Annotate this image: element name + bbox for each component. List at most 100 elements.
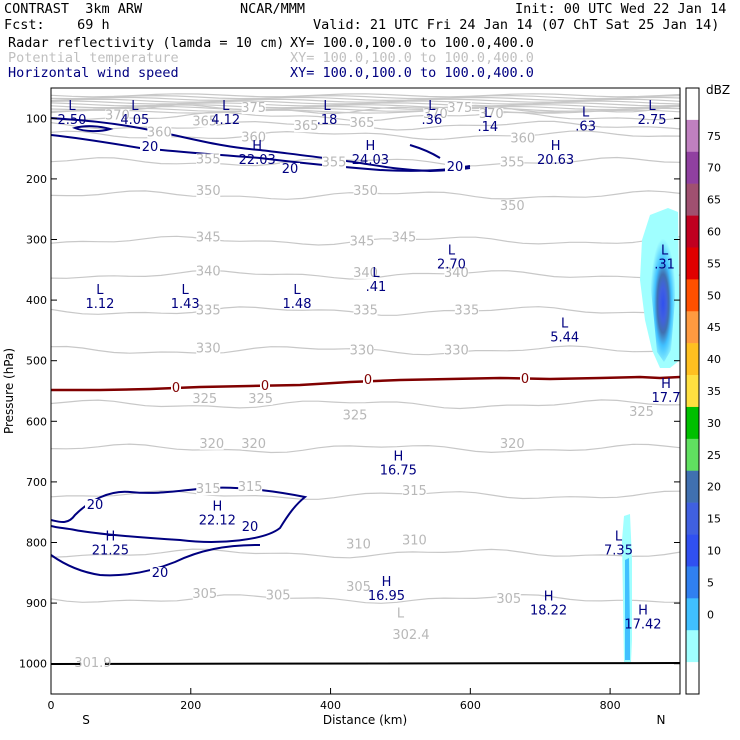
theta-label: 330 xyxy=(444,343,469,358)
x-tick-label: 600 xyxy=(460,699,481,712)
wind-extremum-value: 2.70 xyxy=(437,258,466,273)
colorbar-swatch xyxy=(686,566,699,599)
theta-contour-310 xyxy=(51,548,680,559)
theta-label-bg xyxy=(199,437,224,450)
colorbar-swatch xyxy=(686,438,699,472)
theta-label-bg xyxy=(447,102,472,115)
wind-extremum-type: H xyxy=(638,604,648,619)
wind-extremum-type: L xyxy=(293,283,301,298)
theta-label-bg xyxy=(496,592,521,605)
wind-contour-20-lower-a xyxy=(51,486,308,543)
theta-label-bg xyxy=(196,483,221,496)
wind-extremum-type: L xyxy=(96,283,104,298)
y-tick-label: 800 xyxy=(26,537,47,550)
radar-echo-lower-core xyxy=(625,558,630,660)
theta-label-bg xyxy=(454,304,479,317)
y-tick-label: 600 xyxy=(26,415,47,428)
theta-label-bg xyxy=(196,304,221,317)
theta-contour-upper-band xyxy=(51,94,680,100)
wind-extremum-value: .14 xyxy=(477,120,498,135)
field-theta-xy: XY= 100.0,100.0 to 100.0,400.0 xyxy=(290,50,534,66)
wind-contour-label: 20 xyxy=(87,498,104,513)
theta-label-bg xyxy=(353,304,378,317)
theta-label: 320 xyxy=(500,437,525,452)
theta-label-bg xyxy=(510,132,535,145)
theta-label-bg xyxy=(350,344,375,357)
wind-extremum-value: 22.12 xyxy=(199,513,236,528)
theta-label: 301.9 xyxy=(74,656,111,671)
wind-contour-label: 20 xyxy=(142,140,159,155)
wind-extremum-value: 1.12 xyxy=(85,297,114,312)
theta-label-bg xyxy=(444,344,469,357)
wind-extremum-type: L xyxy=(561,316,569,331)
wind-extremum-type: L xyxy=(68,99,76,114)
colorbar-swatch xyxy=(686,311,699,344)
theta-label: 335 xyxy=(454,303,479,318)
radar-echo-upper-core xyxy=(650,232,676,362)
y-axis-label: Pressure (hPa) xyxy=(2,348,16,434)
theta-contour-305 xyxy=(51,593,680,604)
theta-contour-upper-band xyxy=(51,96,680,102)
colorbar-swatch xyxy=(686,215,699,248)
theta-label: 320 xyxy=(241,437,266,452)
colorbar-swatch xyxy=(686,279,699,312)
wind-contour-label: 20 xyxy=(152,566,169,581)
theta-label-bg xyxy=(196,342,221,355)
theta-label-bg xyxy=(241,437,266,450)
colorbar-swatch xyxy=(686,247,699,280)
theta-label: 325 xyxy=(629,405,654,420)
wind-extremum-value: .31 xyxy=(654,258,675,273)
valid-time: Valid: 21 UTC Fri 24 Jan 14 (07 ChT Sat … xyxy=(313,17,720,33)
wind-extremum-type: H xyxy=(661,377,671,392)
colorbar-frame xyxy=(685,87,700,695)
zero-isotherm-label: 0 xyxy=(261,379,269,394)
colorbar-level-label: 50 xyxy=(707,289,721,302)
wind-extremum-value: 21.25 xyxy=(92,544,129,559)
colorbar-swatch xyxy=(686,183,699,216)
x-tick-label: 400 xyxy=(320,699,341,712)
colorbar-level-label: 40 xyxy=(707,353,721,366)
colorbar-swatch xyxy=(686,470,699,503)
wind-label-bg xyxy=(240,521,260,533)
wind-extremum-type: H xyxy=(544,590,554,605)
theta-label-bg xyxy=(423,108,448,121)
wind-contour-label: 20 xyxy=(447,160,464,175)
theta-label-bg xyxy=(346,538,371,551)
colorbar-level-label: 0 xyxy=(707,608,714,621)
theta-label-bg xyxy=(402,485,427,498)
colorbar-level-label: 55 xyxy=(707,257,721,270)
theta-label: 305 xyxy=(192,587,217,602)
theta-label: L xyxy=(397,606,405,621)
colorbar-swatch xyxy=(686,662,699,695)
zero-isotherm-label: 0 xyxy=(364,373,372,388)
wind-label-bg xyxy=(85,499,105,511)
theta-label-bg xyxy=(444,266,469,279)
colorbar-swatch xyxy=(686,343,699,376)
wind-extremum-value: .36 xyxy=(422,113,443,128)
wind-extremum-type: H xyxy=(551,139,561,154)
theta-label-bg xyxy=(629,406,654,419)
colorbar-level-label: 75 xyxy=(707,130,721,143)
colorbar-level-label: 25 xyxy=(707,449,721,462)
theta-label-bg xyxy=(500,200,525,213)
wind-extremum-value: 17.7 xyxy=(652,391,681,406)
wind-extremum-value: 5.44 xyxy=(550,330,579,345)
theta-label: 315 xyxy=(238,480,263,495)
theta-label: 325 xyxy=(248,392,273,407)
theta-label-bg xyxy=(192,392,217,405)
wind-extremum-value: 18.22 xyxy=(530,604,567,619)
zero-isotherm-label: 0 xyxy=(521,372,529,387)
theta-label-bg xyxy=(350,117,375,130)
field-wind-xy: XY= 100.0,100.0 to 100.0,400.0 xyxy=(290,65,534,81)
theta-label-bg xyxy=(241,131,266,144)
wind-extremum-value: 17.42 xyxy=(624,618,661,633)
theta-contour-upper-band xyxy=(51,107,680,112)
wind-extremum-value: 2.75 xyxy=(638,113,667,128)
wind-extremum-value: 1.43 xyxy=(171,297,200,312)
theta-label: 370 xyxy=(423,107,448,122)
theta-label-bg xyxy=(388,607,413,620)
theta-label: 350 xyxy=(353,184,378,199)
surface-line xyxy=(50,662,681,665)
wind-extremum-type: H xyxy=(366,139,376,154)
